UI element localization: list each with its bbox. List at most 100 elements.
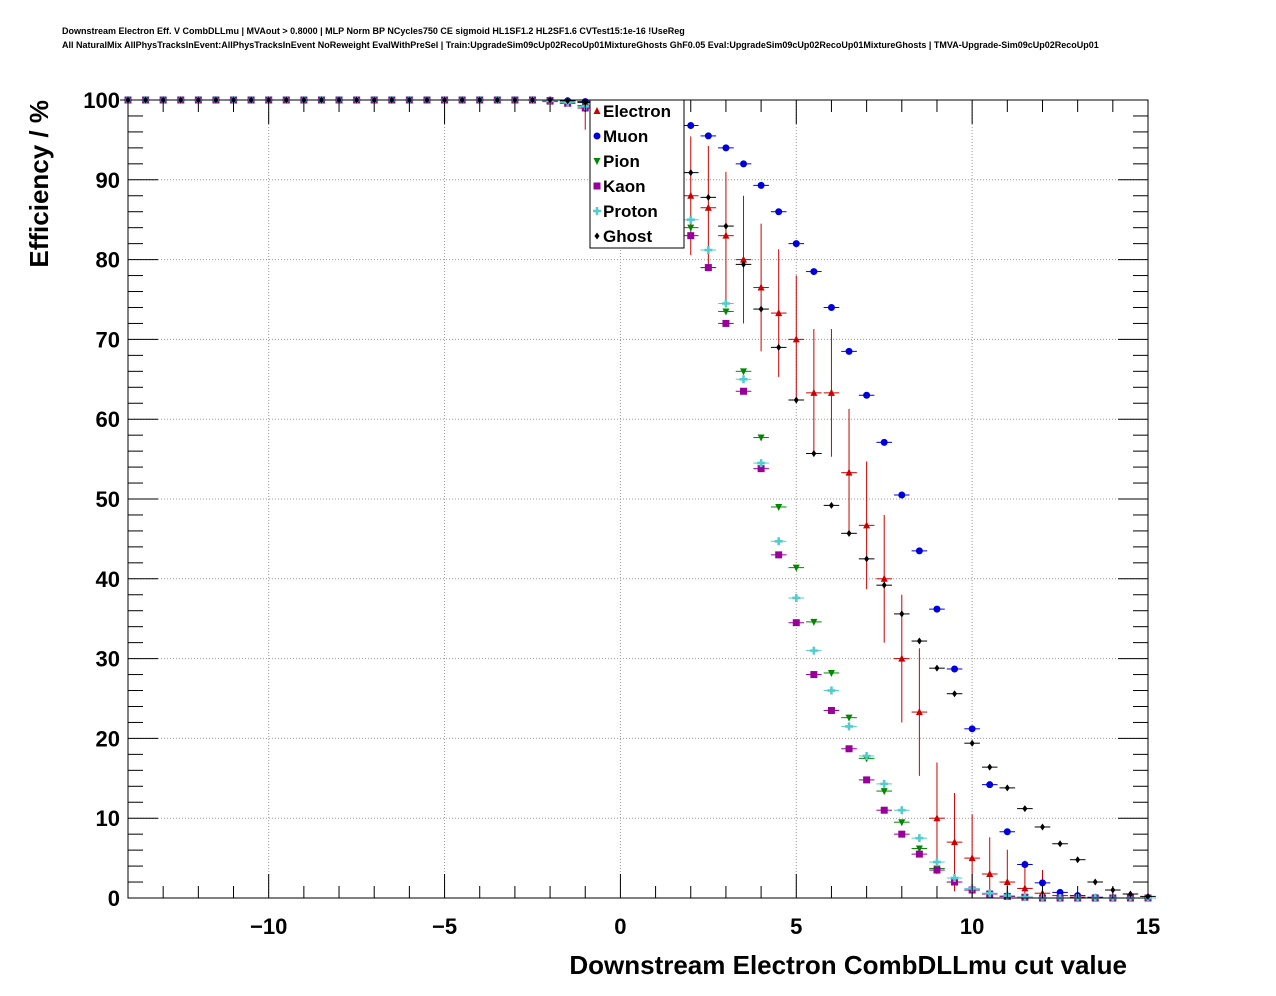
data-point — [863, 391, 871, 399]
data-point — [722, 308, 730, 316]
data-point — [757, 459, 766, 468]
x-tick-label: 5 — [790, 914, 802, 939]
data-point — [809, 646, 818, 655]
data-point — [986, 781, 994, 789]
data-point — [704, 246, 713, 255]
data-point — [932, 858, 941, 867]
y-tick-label: 80 — [96, 248, 120, 273]
data-point — [811, 450, 817, 458]
data-point — [774, 537, 783, 546]
data-point — [757, 283, 765, 291]
chart-header-line2: All NaturalMix AllPhysTracksInEvent:AllP… — [62, 40, 1099, 50]
data-point — [880, 438, 888, 446]
data-point — [704, 132, 712, 140]
y-tick-label: 40 — [96, 567, 120, 592]
data-point — [915, 708, 923, 716]
data-point — [968, 854, 976, 862]
data-point — [827, 388, 835, 396]
data-point — [758, 305, 764, 313]
data-point — [845, 347, 853, 355]
data-point — [1038, 879, 1046, 887]
data-point — [950, 874, 959, 883]
data-point — [722, 231, 730, 239]
y-tick-label: 20 — [96, 726, 120, 751]
legend: Electron Muon Pion Kaon Proton Ghost — [589, 99, 685, 249]
legend-marker-muon — [593, 132, 601, 140]
data-point — [722, 319, 730, 327]
x-tick-label: −5 — [432, 914, 457, 939]
data-point — [846, 529, 852, 537]
data-point — [741, 260, 747, 268]
data-point — [810, 388, 818, 396]
x-tick-label: −10 — [250, 914, 287, 939]
data-point — [740, 387, 748, 395]
data-point — [951, 838, 959, 846]
data-point — [705, 193, 711, 201]
data-point — [792, 619, 800, 627]
data-point — [951, 665, 959, 673]
legend-marker-pion — [593, 158, 601, 165]
y-tick-label: 30 — [96, 647, 120, 672]
data-point — [1020, 893, 1029, 902]
legend-marker-electron — [593, 107, 601, 114]
data-point — [704, 203, 712, 211]
y-tick-label: 50 — [96, 487, 120, 512]
data-point — [952, 690, 958, 698]
y-tick-label: 10 — [96, 806, 120, 831]
data-point — [792, 593, 801, 602]
data-point — [1021, 860, 1029, 868]
data-point — [1004, 784, 1010, 792]
y-tick-label: 0 — [108, 886, 120, 911]
data-point — [986, 870, 994, 878]
data-point — [863, 521, 871, 529]
data-point — [739, 375, 748, 384]
data-point — [740, 368, 748, 376]
legend-label-electron: Electron — [603, 102, 671, 121]
data-point — [565, 97, 571, 105]
data-point — [969, 739, 975, 747]
data-point — [687, 232, 695, 240]
data-point — [881, 581, 887, 589]
legend-label-kaon: Kaon — [603, 177, 646, 196]
data-point — [934, 664, 940, 672]
legend-marker-ghost — [594, 232, 600, 240]
y-tick-label: 60 — [96, 407, 120, 432]
y-tick-label: 100 — [83, 88, 120, 113]
data-point — [898, 830, 906, 838]
y-tick-label: 70 — [96, 327, 120, 352]
data-point — [810, 268, 818, 276]
data-point — [687, 224, 695, 232]
data-point — [757, 465, 765, 473]
data-point — [845, 714, 853, 722]
data-point — [915, 850, 923, 858]
data-point — [686, 215, 695, 224]
x-tick-label: 15 — [1136, 914, 1160, 939]
legend-label-muon: Muon — [603, 127, 648, 146]
data-point — [757, 434, 765, 442]
data-point — [933, 866, 941, 874]
data-point — [933, 605, 941, 613]
data-point — [880, 788, 888, 796]
data-point — [810, 671, 818, 679]
data-point — [1075, 856, 1081, 864]
data-point — [792, 564, 800, 572]
data-point — [898, 491, 906, 499]
data-point — [845, 722, 854, 731]
data-point — [915, 547, 923, 555]
data-point — [898, 819, 906, 827]
data-point — [862, 751, 871, 760]
data-point — [1092, 878, 1098, 886]
data-point — [1039, 823, 1045, 831]
data-point — [898, 654, 906, 662]
data-point — [985, 889, 994, 898]
data-point — [915, 834, 924, 843]
data-point — [916, 637, 922, 645]
data-point — [1127, 890, 1133, 898]
data-point — [792, 240, 800, 248]
data-point — [1021, 884, 1029, 892]
data-point — [863, 776, 871, 784]
data-point — [827, 669, 835, 677]
data-point — [776, 343, 782, 351]
data-point — [775, 208, 783, 216]
y-tick-label: 90 — [96, 168, 120, 193]
